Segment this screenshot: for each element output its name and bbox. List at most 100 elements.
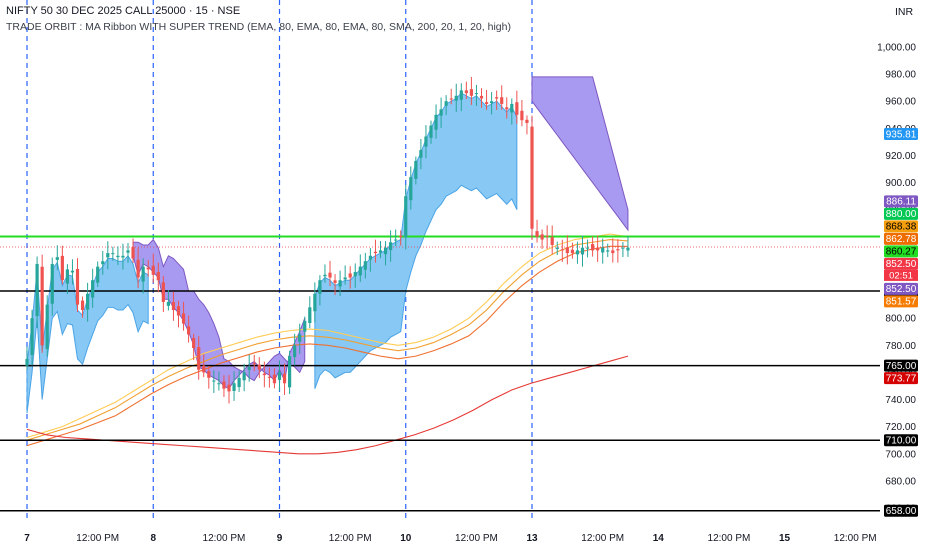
x-tick-label: 12:00 PM	[203, 533, 246, 544]
candle	[611, 250, 615, 254]
candle	[247, 366, 251, 370]
candle	[409, 177, 413, 201]
candle	[550, 237, 554, 245]
x-tick-label: 10	[400, 533, 412, 544]
candle	[449, 98, 453, 100]
candle	[394, 239, 398, 241]
x-tick-label: 12:00 PM	[329, 533, 372, 544]
candle	[121, 255, 125, 258]
candle	[495, 97, 499, 99]
candle	[45, 304, 49, 349]
price-label: 860.27	[886, 247, 917, 258]
y-tick-label: 700.00	[885, 449, 916, 460]
candle	[363, 261, 367, 270]
level-price-label-bg	[884, 504, 918, 517]
candle	[80, 300, 85, 311]
candle	[348, 273, 352, 278]
candle	[176, 306, 181, 316]
candle	[333, 280, 337, 283]
candle	[146, 267, 150, 270]
ma-line-fast	[26, 233, 629, 439]
candle	[434, 114, 438, 130]
candle	[60, 255, 64, 281]
candle	[156, 271, 160, 281]
candle	[560, 249, 564, 251]
candle	[464, 90, 468, 94]
price-label-bg	[884, 372, 918, 385]
candle	[545, 235, 549, 237]
candle	[242, 372, 246, 381]
candle	[469, 89, 473, 96]
candle	[86, 293, 90, 310]
price-label: 862.78	[886, 234, 917, 245]
candle	[262, 373, 266, 376]
x-tick-label: 9	[277, 533, 283, 544]
candle	[484, 102, 489, 104]
price-label: 935.81	[886, 129, 917, 140]
countdown-bg	[884, 269, 918, 281]
symbol-title[interactable]: NIFTY 50 30 DEC 2025 CALL 25000 · 15 · N…	[6, 5, 241, 17]
y-tick-label: 680.00	[885, 476, 916, 487]
x-tick-label: 12:00 PM	[708, 533, 751, 544]
x-tick-label: 15	[779, 533, 791, 544]
x-tick-label: 12:00 PM	[834, 533, 877, 544]
candle	[282, 373, 287, 384]
y-tick-label: 1,000.00	[877, 43, 916, 54]
candle	[202, 365, 206, 373]
candle	[444, 101, 448, 106]
x-tick-label: 12:00 PM	[581, 533, 624, 544]
price-label-bg	[884, 220, 918, 233]
candle	[126, 250, 130, 253]
candle	[373, 251, 378, 254]
candle	[378, 250, 383, 253]
candle	[151, 265, 155, 275]
y-tick-label: 900.00	[885, 178, 916, 189]
price-label-bg	[884, 207, 918, 220]
candle	[35, 263, 39, 317]
candle	[25, 358, 29, 366]
ma-line-sma	[26, 355, 629, 455]
candle	[323, 274, 327, 277]
level-price-label-bg	[884, 434, 918, 447]
y-tick-label: 800.00	[885, 314, 916, 325]
price-label-bg	[884, 245, 918, 258]
candle	[414, 160, 418, 179]
y-tick-label: 920.00	[885, 151, 916, 162]
candle	[404, 196, 408, 238]
candle	[328, 272, 332, 278]
x-tick-label: 8	[150, 533, 156, 544]
candle	[500, 97, 504, 104]
x-tick-label: 12:00 PM	[455, 533, 498, 544]
candle	[267, 376, 271, 378]
supertrend-band-up	[26, 254, 149, 414]
candle	[181, 313, 186, 324]
candle	[166, 301, 170, 306]
candle	[207, 371, 211, 378]
candle	[515, 102, 519, 115]
currency-label[interactable]: INR	[895, 6, 914, 18]
candle	[575, 250, 580, 255]
y-tick-label: 780.00	[885, 341, 916, 352]
candle	[232, 383, 236, 391]
candle	[293, 345, 297, 358]
candle	[580, 247, 585, 255]
candle	[419, 150, 423, 158]
price-label: 851.57	[886, 297, 917, 308]
candle	[318, 280, 322, 294]
y-tick-label: 960.00	[885, 97, 916, 108]
candle	[479, 95, 484, 99]
candle	[454, 95, 458, 101]
candle	[439, 109, 443, 116]
price-label-bg	[884, 128, 918, 141]
indicator-legend[interactable]: TRADE ORBIT : MA Ribbon WITH SUPER TREND…	[6, 21, 511, 33]
candle	[459, 90, 463, 100]
candle	[429, 125, 433, 138]
x-tick-label: 14	[653, 533, 665, 544]
x-tick-label: 13	[526, 533, 538, 544]
candle	[141, 266, 145, 282]
candle	[136, 259, 140, 278]
candle	[217, 383, 221, 385]
candle	[565, 247, 569, 254]
